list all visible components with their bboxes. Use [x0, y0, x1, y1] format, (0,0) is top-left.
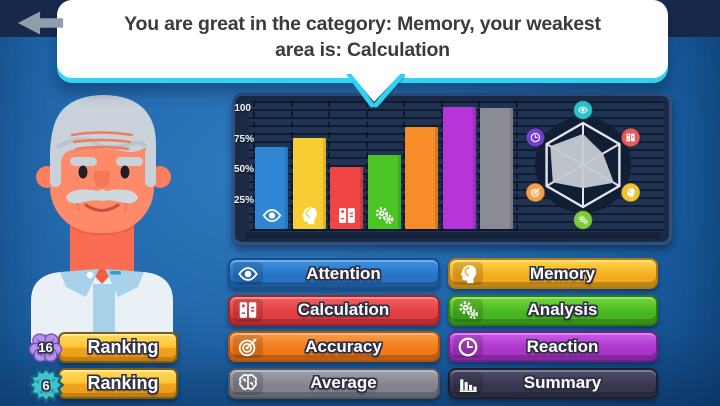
ranking-button-2[interactable]: Ranking 6 [58, 368, 178, 399]
head-icon [299, 205, 320, 226]
radar-node-reaction [525, 127, 546, 148]
ranking-button-1[interactable]: Ranking 16 [58, 332, 178, 363]
bar-memory [292, 137, 326, 229]
ranking-label: Ranking [87, 337, 159, 357]
head-icon [457, 263, 479, 285]
button-label: Average [310, 373, 377, 392]
button-label: Calculation [297, 300, 390, 319]
brain-icon [237, 372, 259, 394]
button-label: Reaction [526, 336, 599, 356]
button-summary[interactable]: Summary [448, 367, 658, 399]
radar-chart [525, 99, 641, 231]
button-label: Summary [523, 373, 602, 392]
ranking-badge-count: 6 [42, 377, 50, 393]
stats-panel: 100 75% 50% 25% [232, 93, 672, 245]
y-tick-label: 50% [234, 164, 255, 175]
avatar [31, 95, 173, 343]
speech-bubble: You are great in the category: Memory, y… [57, 0, 668, 78]
ranking-label: Ranking [87, 373, 159, 393]
button-average[interactable]: Average [228, 367, 440, 399]
avatar-eyebrow [116, 157, 143, 166]
button-label: Accuracy [305, 336, 382, 356]
radar-node-calculation [620, 127, 641, 148]
y-tick-label: 25% [234, 194, 255, 206]
button-analysis[interactable]: Analysis [448, 294, 658, 326]
avatar-eye [120, 165, 130, 179]
target-icon [237, 336, 259, 358]
y-tick-label: 75% [234, 133, 255, 145]
eye-icon [237, 263, 259, 285]
button-memory[interactable]: Memory [448, 258, 658, 289]
eye-icon [261, 205, 282, 226]
bar-chart-y-axis: 100 75% 50% 25% [234, 103, 255, 231]
button-reaction[interactable]: Reaction [448, 331, 658, 362]
bar-attention [255, 147, 288, 229]
avatar-eyebrow [70, 157, 97, 166]
gears-icon [457, 299, 479, 321]
calc-icon [237, 299, 259, 321]
ranking-badge-count: 16 [38, 340, 53, 355]
back-button[interactable] [16, 10, 66, 36]
button-attention[interactable]: Attention [228, 258, 440, 289]
radar-node-attention [572, 99, 594, 121]
radar-node-memory [620, 182, 641, 203]
germ-badge-icon: 6 [26, 365, 66, 405]
brain-badge-icon: 16 [27, 329, 64, 366]
radar-node-accuracy [525, 182, 546, 203]
bubble-message: You are great in the category: Memory, y… [124, 13, 601, 61]
bar-average [480, 108, 513, 229]
bar-reaction [442, 107, 476, 229]
bar-chart [255, 103, 517, 231]
clock-icon [457, 336, 479, 358]
button-accuracy[interactable]: Accuracy [228, 331, 440, 362]
bars-icon [457, 372, 479, 394]
bar-calculation [330, 166, 363, 229]
y-tick-label: 100 [234, 103, 251, 114]
button-label: Memory [529, 263, 596, 283]
bar-analysis [367, 154, 401, 229]
avatar-nose [94, 171, 110, 188]
avatar-mouth [84, 203, 120, 212]
bar-accuracy [405, 126, 438, 229]
back-arrow-icon [17, 11, 64, 35]
speech-bubble-tail [346, 74, 406, 109]
calc-icon [336, 205, 357, 226]
avatar-eye [78, 165, 88, 179]
radar-node-analysis [572, 209, 594, 231]
button-label: Attention [306, 263, 381, 283]
button-calculation[interactable]: Calculation [228, 294, 440, 326]
category-buttons: Attention Memory Calculation Analysis Accura… [228, 258, 658, 399]
avatar-mustache [66, 189, 138, 204]
button-label: Analysis [527, 300, 598, 319]
gears-icon [374, 205, 395, 226]
avatar-collar [105, 269, 144, 297]
radar-data-polygon [550, 133, 614, 189]
